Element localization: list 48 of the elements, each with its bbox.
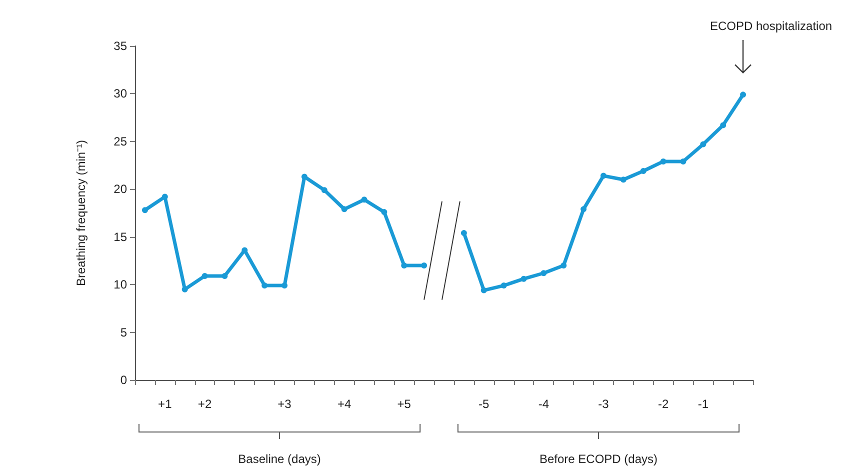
point — [202, 272, 208, 279]
point — [282, 282, 288, 289]
text: Before ECOPD (days) — [539, 452, 658, 466]
x-tick-label: +2 — [198, 397, 212, 411]
point — [381, 209, 388, 216]
text: Baseline (days) — [238, 452, 321, 466]
point — [361, 196, 368, 203]
point — [680, 158, 686, 164]
x-tick-label: +5 — [397, 397, 412, 411]
text: ECOPD hospitalization — [710, 19, 832, 33]
point — [740, 92, 746, 98]
point — [560, 262, 567, 268]
y-tick-label: 30 — [114, 86, 128, 101]
y-tick-label: 15 — [114, 230, 128, 244]
y-tick-label: 0 — [120, 373, 128, 387]
point — [600, 172, 606, 179]
point — [262, 282, 268, 289]
point — [540, 270, 547, 276]
point — [321, 187, 328, 194]
y-tick-label: 35 — [114, 39, 128, 53]
x-tick-label: -4 — [538, 397, 550, 411]
point — [401, 262, 408, 268]
point — [500, 282, 507, 289]
point — [660, 158, 666, 164]
point — [620, 176, 626, 183]
point — [640, 168, 646, 174]
y-tick-label: 10 — [114, 278, 128, 292]
x-tick-label: -1 — [698, 397, 709, 411]
point — [700, 141, 706, 148]
point — [480, 287, 487, 294]
y-tick-label: 20 — [114, 182, 128, 196]
y-axis-title: Breathing frequency (min⁻¹) — [74, 140, 88, 286]
x-tick-label: -5 — [478, 397, 490, 411]
y-tick-label: 25 — [114, 134, 128, 148]
point — [222, 272, 228, 279]
point — [142, 207, 148, 214]
point — [580, 206, 587, 212]
point — [421, 262, 428, 268]
point — [341, 206, 348, 212]
x-tick-label: +4 — [337, 397, 352, 411]
point — [720, 122, 726, 128]
x-tick-label: -2 — [658, 397, 669, 411]
y-tick-label: 5 — [120, 325, 128, 340]
point — [520, 276, 527, 282]
x-tick-label: +1 — [158, 397, 172, 411]
point — [460, 230, 467, 236]
x-tick-label: -3 — [598, 397, 610, 411]
x-tick-label: +3 — [278, 397, 292, 411]
